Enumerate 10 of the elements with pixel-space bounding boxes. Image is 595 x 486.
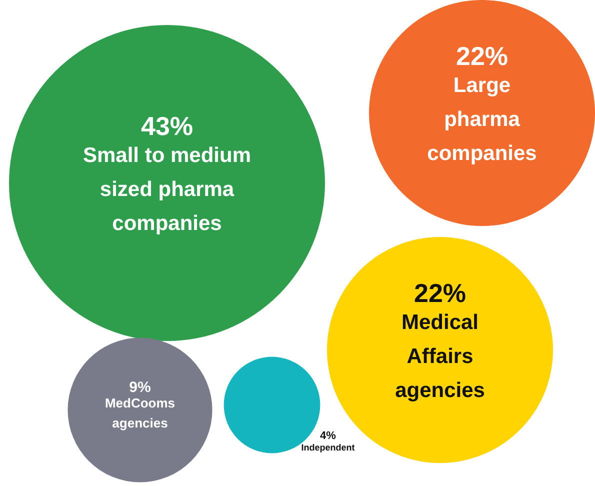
data-label: 9% — [129, 379, 151, 396]
category-label: MedCooms agencies — [104, 396, 176, 430]
data-label: 22% — [456, 40, 508, 71]
category-label: Medical Affairs agencies — [395, 311, 485, 402]
data-label: 22% — [414, 278, 466, 308]
category-label: Independent — [301, 442, 355, 452]
data-label: 43% — [140, 110, 194, 141]
data-label: 4% — [320, 430, 336, 442]
category-label: Small to medium sized pharma companies — [82, 144, 252, 235]
category-label: Large pharma companies — [427, 74, 537, 165]
